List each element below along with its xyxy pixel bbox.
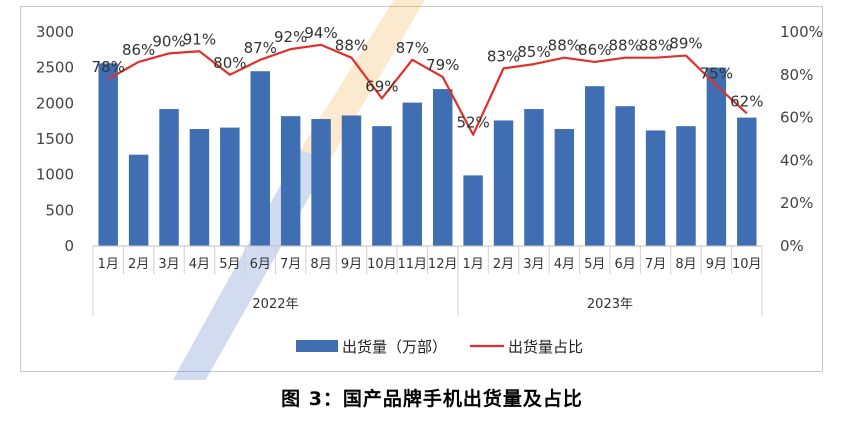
- data-label: 90%: [152, 32, 185, 50]
- data-label: 80%: [213, 54, 246, 72]
- share-line: [107, 43, 748, 136]
- data-label: 88%: [548, 37, 581, 55]
- left-tick-label: 1500: [36, 130, 74, 148]
- right-tick-label: 60%: [780, 109, 813, 127]
- bar: [98, 63, 118, 247]
- bar: [189, 129, 210, 246]
- data-label: 52%: [456, 114, 489, 132]
- right-tick-label: 40%: [780, 151, 813, 169]
- month-label: 2月: [128, 257, 149, 272]
- bar: [220, 127, 240, 246]
- data-label: 78%: [92, 58, 125, 76]
- month-label: 5月: [219, 257, 240, 272]
- data-label: 86%: [122, 41, 155, 59]
- bar: [159, 109, 179, 246]
- month-label: 4月: [554, 257, 575, 272]
- month-label: 1月: [98, 257, 119, 272]
- bar: [463, 175, 483, 246]
- legend-label-line: 出货量占比: [508, 338, 583, 356]
- year-label: 2023年: [587, 297, 633, 312]
- bar: [432, 89, 453, 246]
- month-label: 8月: [310, 257, 331, 272]
- bar: [341, 115, 362, 247]
- month-label: 1月: [462, 257, 483, 272]
- bar: [128, 154, 149, 246]
- bar: [280, 116, 301, 246]
- data-label: 85%: [517, 43, 550, 61]
- bar: [311, 119, 331, 246]
- month-label: 6月: [615, 257, 636, 272]
- right-tick-label: 20%: [780, 194, 813, 212]
- data-label: 88%: [335, 37, 368, 55]
- left-y-axis: 0 500 1000 1500 2000 2500 3000: [36, 23, 74, 255]
- bar: [706, 67, 727, 247]
- left-tick-label: 3000: [36, 23, 74, 41]
- month-label: 11月: [398, 257, 428, 272]
- month-label: 2月: [493, 257, 514, 272]
- data-label: 83%: [487, 47, 520, 65]
- left-tick-label: 500: [45, 201, 74, 219]
- data-label: 87%: [396, 39, 429, 57]
- shipment-chart: 0 500 1000 1500 2000 2500 3000 0% 20% 40% 60% 80% 1…: [36, 0, 823, 380]
- bar: [676, 126, 696, 246]
- month-label: 8月: [675, 257, 696, 272]
- month-label: 10月: [367, 257, 397, 272]
- data-label: 89%: [669, 35, 702, 53]
- data-label: 87%: [244, 39, 277, 57]
- bar: [493, 120, 514, 246]
- line-series: [107, 43, 748, 136]
- bar: [615, 106, 635, 246]
- bar: [554, 129, 575, 246]
- month-label: 6月: [250, 257, 271, 272]
- month-label: 10月: [732, 257, 762, 272]
- bar: [524, 109, 544, 246]
- left-tick-label: 2500: [36, 59, 74, 77]
- data-label: 94%: [304, 24, 337, 42]
- data-label: 91%: [183, 30, 216, 48]
- month-label: 4月: [189, 257, 210, 272]
- data-label: 86%: [578, 41, 611, 59]
- month-label: 5月: [584, 257, 605, 272]
- percentage-labels: 78%86%90%91%80%87%92%94%88%69%87%79%52%8…: [92, 24, 764, 132]
- bar: [585, 86, 605, 246]
- month-label: 9月: [341, 257, 362, 272]
- month-label: 7月: [645, 257, 666, 272]
- bar: [372, 126, 392, 246]
- month-label: 9月: [706, 257, 727, 272]
- legend-swatch-bar: [296, 340, 338, 352]
- bar: [645, 130, 666, 246]
- data-label: 69%: [365, 77, 398, 95]
- bar: [250, 71, 270, 246]
- data-label: 79%: [426, 56, 459, 74]
- legend-label-bar: 出货量（万部）: [342, 338, 447, 356]
- data-label: 88%: [608, 37, 641, 55]
- data-label: 88%: [639, 37, 672, 55]
- month-label: 7月: [280, 257, 301, 272]
- left-tick-label: 0: [64, 237, 74, 255]
- bar-series: [98, 63, 757, 247]
- chart-frame: [20, 6, 823, 372]
- bar: [402, 102, 423, 247]
- data-label: 62%: [730, 92, 763, 110]
- year-label: 2022年: [252, 297, 298, 312]
- right-y-axis: 0% 20% 40% 60% 80% 100%: [780, 23, 823, 255]
- month-label: 12月: [428, 257, 458, 272]
- month-label: 3月: [523, 257, 544, 272]
- right-tick-label: 100%: [780, 23, 823, 41]
- right-tick-label: 80%: [780, 66, 813, 84]
- left-tick-label: 1000: [36, 166, 74, 184]
- bar: [737, 117, 757, 246]
- legend: 出货量（万部） 出货量占比: [296, 338, 583, 356]
- data-label: 92%: [274, 28, 307, 46]
- data-label: 75%: [700, 65, 733, 83]
- x-axis: 1月 2月 3月 4月 5月 6月 7月 8月 9月 10月 11月 12月 1月 2月 3月 4月 5月 6月 7…: [92, 245, 763, 316]
- figure-caption: 图 3：国产品牌手机出货量及占比: [281, 388, 583, 410]
- right-tick-label: 0%: [780, 237, 804, 255]
- left-tick-label: 2000: [36, 94, 74, 112]
- month-label: 3月: [158, 257, 179, 272]
